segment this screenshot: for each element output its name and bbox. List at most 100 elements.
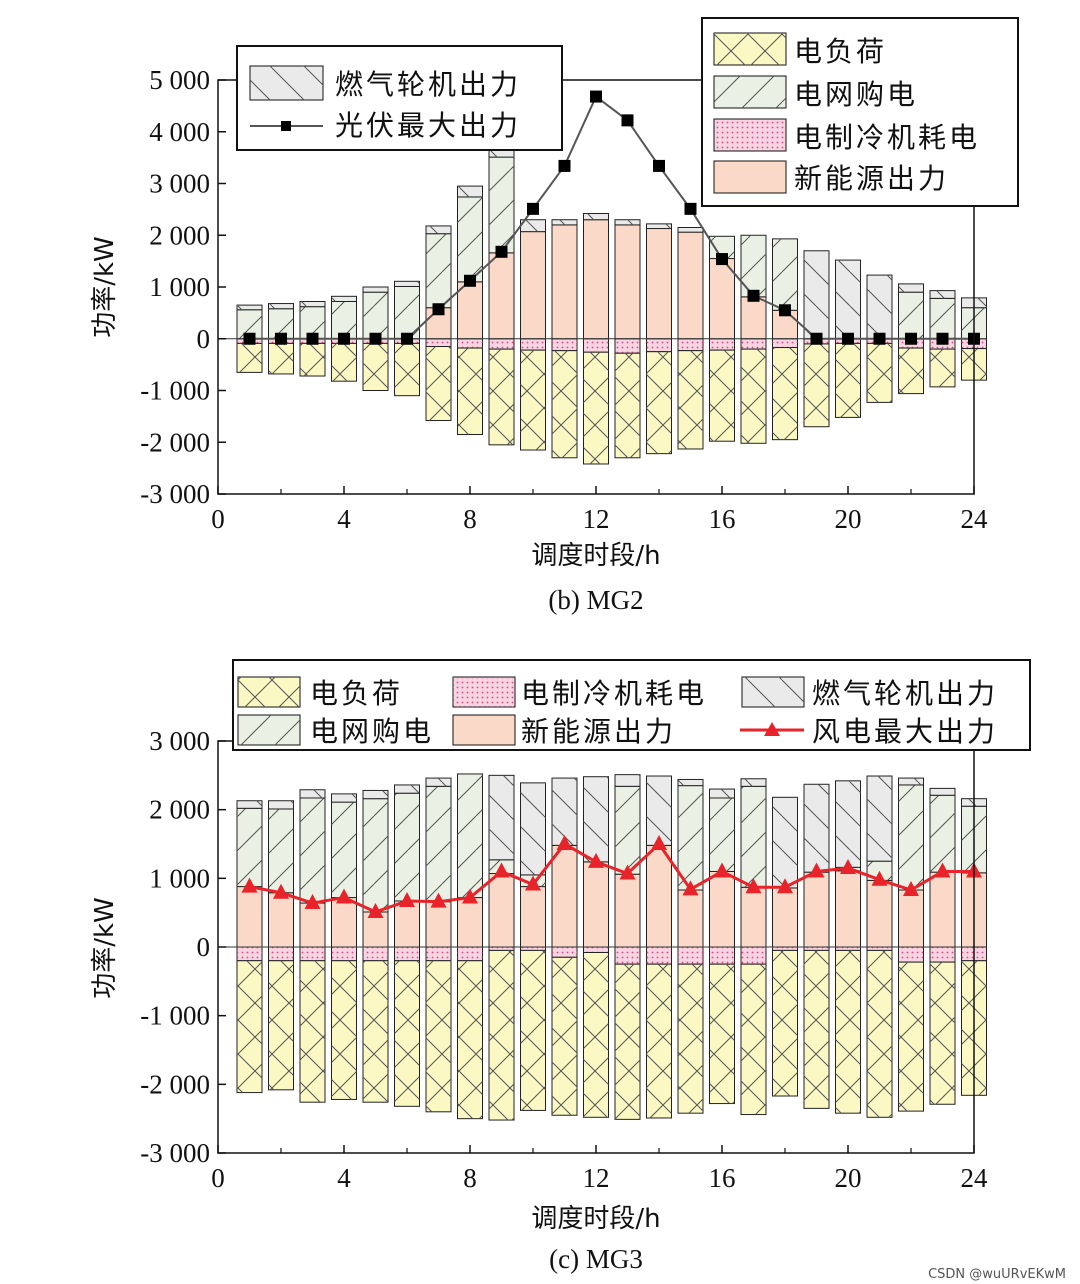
pv-max-marker xyxy=(495,245,508,258)
bar-renew xyxy=(488,252,515,340)
bar-load-pattern xyxy=(520,350,546,451)
wind-max-marker xyxy=(336,888,352,904)
bar-grid-pattern xyxy=(709,797,735,872)
pv-max-marker xyxy=(779,304,791,317)
chart-title: (c) MG3 xyxy=(549,1244,643,1274)
wind-max-line xyxy=(249,841,974,914)
bar-gas-pattern xyxy=(426,225,451,234)
y-tick-label: 3 000 xyxy=(149,169,210,199)
wind-max-marker xyxy=(525,875,541,891)
x-tick-label: 4 xyxy=(337,504,351,534)
bar-renew xyxy=(583,861,609,948)
bar-grid-pattern xyxy=(363,798,388,912)
bar-gas-pattern xyxy=(268,303,294,309)
legend-label-grid: 电网购电 xyxy=(794,78,918,111)
y-tick-label: 2 000 xyxy=(149,220,210,250)
bar-load-pattern xyxy=(898,962,924,1112)
bar-load-pattern xyxy=(709,964,735,1104)
bar-chiller-pattern xyxy=(457,338,483,349)
bar-renew xyxy=(551,224,578,340)
bar-gas-pattern xyxy=(237,305,262,310)
bar-chiller-pattern xyxy=(772,338,798,348)
bar-renew xyxy=(646,228,672,340)
bar-load-pattern xyxy=(804,343,829,427)
bar-gas-pattern xyxy=(867,275,892,339)
bar-chiller-pattern xyxy=(300,947,325,961)
legend-label-renew: 新能源出力 xyxy=(794,162,949,195)
bar-load-pattern xyxy=(237,960,262,1093)
legend-label-gas: 燃气轮机出力 xyxy=(335,68,521,101)
bar-gas-pattern xyxy=(268,800,294,809)
pv-max-marker xyxy=(558,159,571,172)
wind-max-marker xyxy=(462,888,478,904)
bar-renew xyxy=(268,892,294,948)
bar-load-pattern xyxy=(426,346,451,421)
bar-renew xyxy=(677,231,704,340)
bar-renew xyxy=(740,296,767,340)
bar-gas-pattern xyxy=(552,778,577,846)
legend-label-renew: 新能源出力 xyxy=(521,715,676,748)
pv-max-marker xyxy=(747,289,760,302)
wind-max-marker xyxy=(840,859,856,875)
y-tick-label: 0 xyxy=(197,932,211,962)
bar-chiller-pattern xyxy=(583,338,609,353)
y-tick-label: -2 000 xyxy=(140,427,210,457)
bar-load-pattern xyxy=(741,964,766,1115)
pv-max-marker xyxy=(936,332,949,345)
bar-renew xyxy=(583,219,609,340)
bar-load-pattern xyxy=(268,960,294,1090)
bar-grid-pattern xyxy=(426,233,451,308)
bar-gas-pattern xyxy=(394,281,420,287)
bar-gas-pattern xyxy=(583,213,609,220)
legend-box-gas: 燃气轮机出力 光伏最大出力 xyxy=(236,45,563,151)
bar-gas-pattern xyxy=(867,776,892,862)
x-tick-label: 16 xyxy=(709,1163,736,1193)
legend-label-chiller: 电制冷机耗电 xyxy=(521,677,707,710)
bar-chiller-pattern xyxy=(363,947,388,961)
pv-max-marker xyxy=(369,332,382,345)
bar-load-pattern xyxy=(268,343,294,374)
bar-grid-pattern xyxy=(772,238,798,311)
pv-max-marker xyxy=(842,332,854,345)
bar-grid-pattern xyxy=(237,808,262,887)
bar-load-pattern xyxy=(363,960,388,1103)
bar-chiller-pattern xyxy=(804,947,829,951)
bar-renew xyxy=(646,844,672,948)
bar-gas-pattern xyxy=(898,283,924,293)
bar-grid-pattern xyxy=(331,301,357,339)
bar-load-pattern xyxy=(678,964,703,1114)
bar-chiller-pattern xyxy=(741,947,766,965)
bar-chiller-pattern xyxy=(709,338,735,351)
legend-swatch-grid-hatch xyxy=(714,76,786,108)
wind-max-marker xyxy=(430,892,447,908)
legend-swatch-grid-hatch xyxy=(238,715,300,745)
y-tick-label: 4 000 xyxy=(149,117,210,147)
x-tick-label: 12 xyxy=(583,504,610,534)
bar-gas-pattern xyxy=(898,778,924,785)
bar-chiller-pattern xyxy=(646,947,672,965)
x-axis-label: 调度时段/h xyxy=(531,541,660,571)
bar-chiller-pattern xyxy=(489,338,514,350)
bar-gas-pattern xyxy=(835,260,861,339)
bar-gas-pattern xyxy=(804,250,829,339)
bar-renew xyxy=(614,873,641,948)
y-tick-label: 1 000 xyxy=(149,272,210,302)
wind-max-marker xyxy=(304,894,321,910)
y-tick-label: 3 000 xyxy=(149,726,210,756)
y-axis-label: 功率/kW xyxy=(90,897,120,999)
bar-renew xyxy=(835,870,861,948)
bar-renew xyxy=(425,901,452,948)
watermark: CSDN @wuURvEKwM xyxy=(928,1267,1066,1282)
bar-grid-pattern xyxy=(300,797,325,904)
bar-load-pattern xyxy=(709,350,735,442)
bar-load-pattern xyxy=(772,950,798,1097)
bar-grid-pattern xyxy=(457,196,483,282)
bar-load-pattern xyxy=(583,352,609,464)
bar-chiller-pattern xyxy=(709,947,735,965)
bar-grid-pattern xyxy=(457,773,483,898)
bar-gas-pattern xyxy=(457,186,483,197)
legend-swatch-pv-marker xyxy=(281,121,291,131)
bar-load-pattern xyxy=(867,950,892,1118)
legend-entry-chiller: 电制冷机耗电 xyxy=(452,676,707,710)
bar-chiller-pattern xyxy=(552,947,577,958)
